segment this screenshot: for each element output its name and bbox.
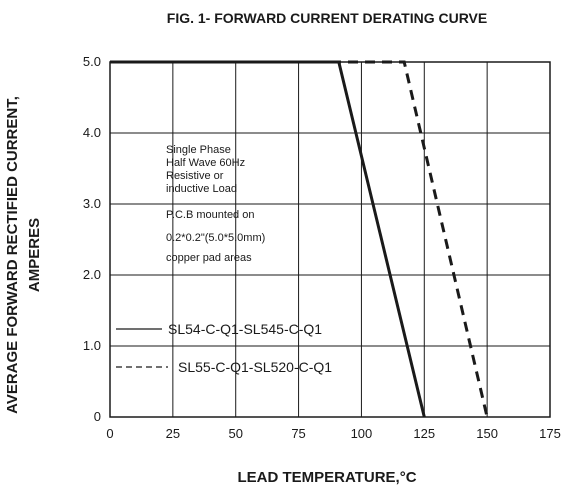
y-tick-labels: 0 1.0 2.0 3.0 4.0 5.0 — [83, 54, 101, 424]
x-tick-label: 125 — [413, 426, 435, 441]
y-axis-title-line-2: AMPERES — [26, 218, 43, 292]
y-tick-label: 3.0 — [83, 196, 101, 211]
annotation-line-2: Half Wave 60Hz — [166, 157, 245, 169]
series-line-dashed — [110, 60, 489, 418]
annotation-line-1: Single Phase — [166, 144, 231, 156]
y-tick-label: 4.0 — [83, 125, 101, 140]
annotation-line-6: 0.2*0.2"(5.0*5.0mm) — [166, 232, 265, 244]
y-tick-label: 5.0 — [83, 54, 101, 69]
x-tick-label: 75 — [291, 426, 305, 441]
annotation-line-5: P.C.B mounted on — [166, 209, 254, 221]
annotation-line-3: Resistive or — [166, 170, 224, 182]
annotation-line-7: copper pad areas — [166, 252, 252, 264]
x-tick-label: 150 — [476, 426, 498, 441]
grid — [110, 62, 550, 417]
legend-label-dashed: SL55-C-Q1-SL520-C-Q1 — [178, 359, 332, 375]
x-axis-title: LEAD TEMPERATURE,°C — [237, 469, 416, 486]
series-group — [110, 60, 489, 418]
x-tick-label: 50 — [228, 426, 242, 441]
x-tick-labels: 0 25 50 75 100 125 150 175 — [106, 426, 560, 441]
y-tick-label: 0 — [94, 409, 101, 424]
x-tick-label: 100 — [351, 426, 373, 441]
annotation-line-4: inductive Load — [166, 183, 237, 195]
y-tick-label: 1.0 — [83, 338, 101, 353]
x-tick-label: 175 — [539, 426, 561, 441]
y-axis-title-line-1: AVERAGE FORWARD RECTIFIED CURRENT, — [4, 96, 21, 414]
y-tick-label: 2.0 — [83, 267, 101, 282]
legend-label-solid: SL54-C-Q1-SL545-C-Q1 — [168, 321, 322, 337]
x-tick-label: 25 — [166, 426, 180, 441]
x-tick-label: 0 — [106, 426, 113, 441]
chart-title: FIG. 1- FORWARD CURRENT DERATING CURVE — [167, 10, 487, 26]
